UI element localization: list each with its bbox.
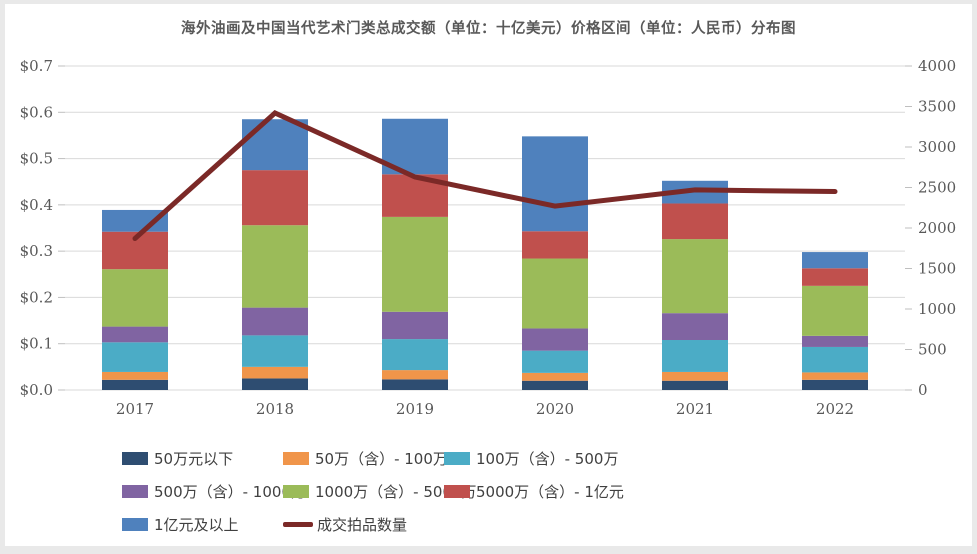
legend-color-swatch — [444, 484, 470, 498]
left-axis-tick-label: $0.3 — [20, 242, 53, 260]
bar-segment — [242, 225, 308, 308]
x-axis-category-label: 2022 — [816, 400, 854, 418]
bar-segment — [802, 372, 868, 380]
legend-item: 50万元以下 — [122, 448, 283, 468]
legend-label: 50万（含）- 100万 — [315, 449, 448, 468]
left-axis-tick-label: $0.5 — [20, 150, 53, 168]
bar-segment — [522, 328, 588, 351]
right-axis-tick-label: 2500 — [918, 179, 956, 197]
x-axis-category-label: 2017 — [116, 400, 154, 418]
legend-label: 1000万（含）- 5000万 — [315, 482, 477, 501]
bar-segment — [522, 380, 588, 390]
left-axis-tick-label: $0.1 — [20, 335, 53, 353]
chart-plot-area: $0.0 $0.1 $0.2 $0.3 $0.4 $0.5 $0.6 $0.7 0 500 1000… — [20, 57, 957, 418]
bar-segment — [662, 239, 728, 314]
x-axis-category-label: 2018 — [256, 400, 294, 418]
bar-segment — [662, 313, 728, 341]
bar-segment — [102, 326, 168, 343]
legend-color-swatch — [283, 451, 309, 465]
right-axis-tick-label: 0 — [918, 381, 928, 399]
right-axis-tick-label: 500 — [918, 341, 947, 359]
x-axis-category-label: 2021 — [676, 400, 714, 418]
bar-segment — [242, 366, 308, 379]
bar-segment — [242, 307, 308, 336]
bar-segment — [242, 335, 308, 367]
bar-segment — [102, 269, 168, 327]
chart-panel: 海外油画及中国当代艺术门类总成交额（单位：十亿美元）价格区间（单位：人民币）分布… — [5, 4, 972, 546]
legend-item: 1亿元及以上 — [122, 514, 283, 534]
right-axis-tick-label: 3000 — [918, 138, 956, 156]
bar-segment — [802, 268, 868, 286]
left-axis-tick-label: $0.4 — [20, 196, 53, 214]
legend-color-swatch — [283, 484, 309, 498]
bar-segment — [382, 339, 448, 371]
legend-item: 100万（含）- 500万 — [444, 448, 624, 468]
legend-item: 50万（含）- 100万 — [283, 448, 448, 468]
right-axis-tick-label: 2000 — [918, 219, 956, 237]
bar-segment — [102, 342, 168, 372]
chart-title: 海外油画及中国当代艺术门类总成交额（单位：十亿美元）价格区间（单位：人民币）分布… — [181, 21, 796, 37]
legend-label: 成交拍品数量 — [317, 515, 408, 534]
bar-segment — [662, 340, 728, 372]
legend-label: 100万（含）- 500万 — [476, 449, 619, 468]
bar-segment — [662, 371, 728, 381]
right-axis-tick-label: 1500 — [918, 260, 956, 278]
bar-segment — [522, 231, 588, 259]
bar-segment — [522, 136, 588, 232]
legend-color-swatch — [444, 451, 470, 465]
left-axis-tick-label: $0.2 — [20, 288, 53, 306]
right-axis-tick-label: 1000 — [918, 300, 956, 318]
legend-color-swatch — [122, 451, 148, 465]
legend-color-swatch — [122, 484, 148, 498]
legend-label: 500万（含）- 1000万 — [154, 482, 306, 501]
legend-line-swatch — [283, 521, 313, 527]
left-axis-tick-label: $0.0 — [20, 381, 53, 399]
bar-segment — [522, 258, 588, 329]
legend-item: 5000万（含）- 1亿元 — [444, 481, 624, 501]
bar-segment — [802, 252, 868, 269]
bar-segment — [382, 379, 448, 390]
bar-segment — [102, 379, 168, 390]
bar-segment — [382, 216, 448, 312]
legend-label: 50万元以下 — [154, 449, 234, 468]
legend-color-swatch — [122, 517, 148, 531]
bar-segment — [802, 335, 868, 347]
legend-label: 5000万（含）- 1亿元 — [476, 482, 624, 501]
bar-segment — [522, 350, 588, 373]
right-axis-tick-label: 4000 — [918, 57, 956, 75]
bar-segment — [382, 370, 448, 380]
right-axis-tick-label: 3500 — [918, 98, 956, 116]
left-axis-tick-label: $0.7 — [20, 57, 53, 75]
bar-segment — [662, 203, 728, 240]
legend-item: 500万（含）- 1000万 — [122, 481, 306, 501]
legend-label: 1亿元及以上 — [154, 515, 239, 534]
bar-segment — [242, 378, 308, 390]
bar-segment — [242, 119, 308, 171]
bar-segment — [242, 170, 308, 226]
legend-item: 1000万（含）- 5000万 — [283, 481, 477, 501]
bar-segment — [102, 371, 168, 380]
bar-segment — [382, 311, 448, 340]
legend-item: 成交拍品数量 — [283, 514, 444, 534]
bar-segment — [802, 379, 868, 390]
bar-segment — [802, 285, 868, 336]
left-axis-tick-label: $0.6 — [20, 103, 53, 121]
trend-line — [132, 110, 838, 242]
x-axis-category-label: 2019 — [396, 400, 434, 418]
bar-segment — [662, 380, 728, 390]
x-axis-category-label: 2020 — [536, 400, 574, 418]
bar-segment — [802, 346, 868, 373]
bar-segment — [522, 372, 588, 381]
chart-legend: 50万元以下 50万（含）- 100万 100万（含）- 500万 500万（含）- … — [122, 448, 624, 534]
